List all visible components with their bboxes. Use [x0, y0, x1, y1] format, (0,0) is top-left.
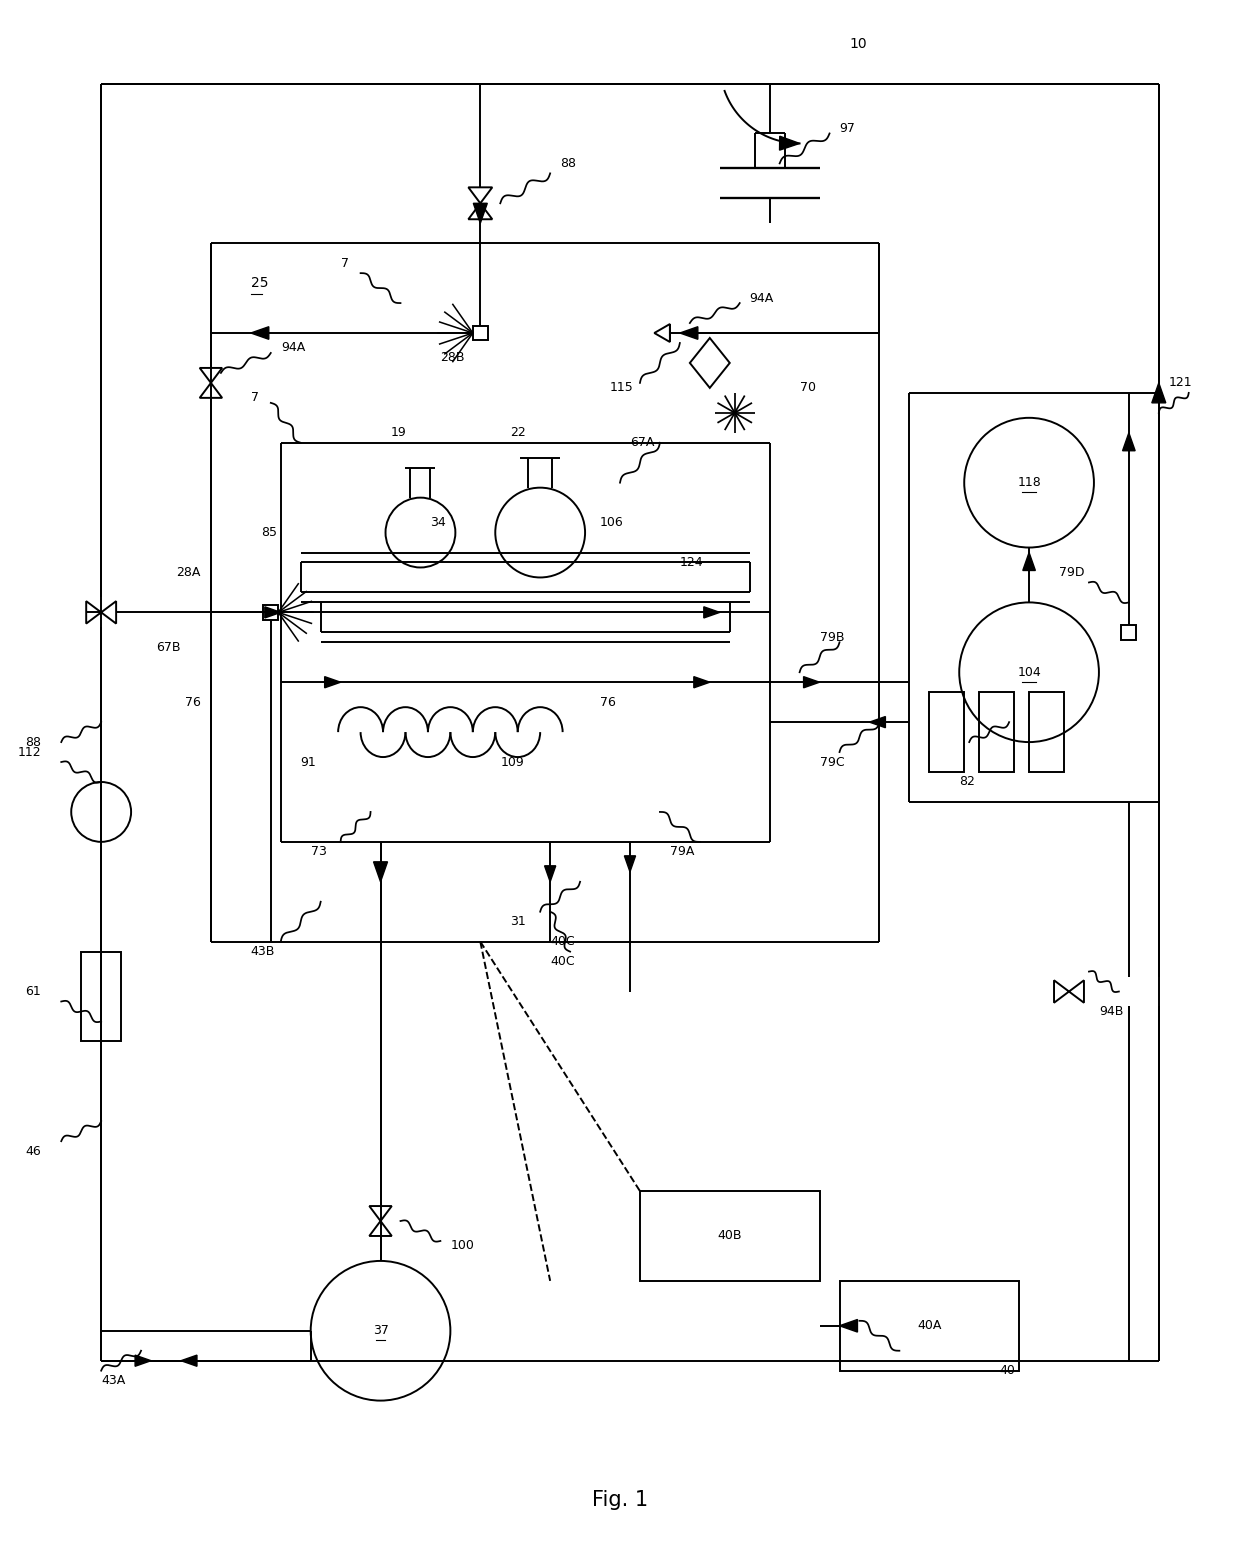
Text: 61: 61 [26, 986, 41, 998]
Text: 40B: 40B [718, 1229, 742, 1242]
Polygon shape [804, 676, 820, 687]
Text: 79D: 79D [1059, 565, 1085, 580]
Text: 43B: 43B [250, 945, 275, 958]
Polygon shape [694, 676, 709, 687]
Text: 109: 109 [500, 756, 525, 769]
Text: 19: 19 [391, 426, 407, 439]
Text: 70: 70 [800, 381, 816, 394]
Polygon shape [265, 606, 280, 619]
Bar [839, 1281, 1019, 1371]
Text: 94B: 94B [1099, 1004, 1123, 1018]
Text: 79A: 79A [670, 845, 694, 859]
Text: 46: 46 [26, 1145, 41, 1157]
Text: 40C: 40C [551, 954, 575, 968]
Text: 10: 10 [849, 36, 867, 50]
Text: 67A: 67A [630, 436, 655, 450]
Text: 85: 85 [260, 526, 277, 539]
Text: 37: 37 [372, 1325, 388, 1337]
Text: 7: 7 [250, 392, 259, 405]
Polygon shape [1122, 433, 1135, 451]
Text: 115: 115 [610, 381, 634, 394]
Text: 79B: 79B [820, 631, 844, 644]
Text: 124: 124 [680, 556, 703, 569]
Bar [1121, 625, 1136, 640]
Text: 118: 118 [1017, 476, 1040, 489]
Text: 34: 34 [430, 515, 446, 530]
Polygon shape [704, 606, 719, 619]
Text: 25: 25 [250, 276, 268, 291]
Text: 97: 97 [839, 122, 856, 134]
Text: 67B: 67B [156, 640, 181, 654]
Text: 22: 22 [510, 426, 526, 439]
Text: 43A: 43A [102, 1375, 125, 1387]
Text: 88: 88 [25, 736, 41, 748]
Text: 73: 73 [311, 845, 326, 859]
Text: 28A: 28A [176, 565, 201, 580]
Text: 40C: 40C [551, 936, 575, 948]
Text: 31: 31 [510, 915, 526, 928]
Polygon shape [373, 862, 388, 883]
Polygon shape [839, 1320, 858, 1332]
Polygon shape [680, 326, 698, 339]
Text: 7: 7 [341, 256, 348, 270]
Text: 100: 100 [450, 1240, 474, 1253]
Bar [1029, 692, 1064, 772]
Polygon shape [625, 856, 636, 872]
Bar [980, 692, 1014, 772]
Text: 40A: 40A [918, 1320, 941, 1332]
Bar [929, 692, 965, 772]
Text: Fig. 1: Fig. 1 [591, 1490, 649, 1510]
Text: 104: 104 [1017, 665, 1040, 679]
Text: 40: 40 [999, 1364, 1016, 1378]
Text: 28B: 28B [440, 351, 465, 364]
Text: 76: 76 [185, 695, 201, 709]
Bar [640, 1192, 820, 1281]
Polygon shape [250, 326, 269, 339]
Polygon shape [1152, 383, 1166, 403]
Polygon shape [474, 203, 487, 223]
Text: 91: 91 [301, 756, 316, 769]
Text: 82: 82 [960, 775, 975, 789]
Polygon shape [135, 1356, 151, 1367]
Bar [81, 951, 122, 1042]
Text: 88: 88 [560, 156, 577, 170]
Polygon shape [544, 865, 556, 883]
Polygon shape [869, 717, 885, 728]
Text: 76: 76 [600, 695, 616, 709]
Bar [472, 325, 487, 341]
Text: 94A: 94A [750, 292, 774, 305]
Bar [263, 604, 278, 620]
Polygon shape [325, 676, 341, 687]
Text: 112: 112 [17, 745, 41, 759]
Text: 121: 121 [1169, 376, 1193, 389]
Text: 106: 106 [600, 515, 624, 530]
Polygon shape [1023, 553, 1035, 570]
Polygon shape [181, 1356, 197, 1367]
Text: 94A: 94A [280, 342, 305, 355]
Polygon shape [780, 136, 800, 150]
Text: 79C: 79C [820, 756, 844, 769]
